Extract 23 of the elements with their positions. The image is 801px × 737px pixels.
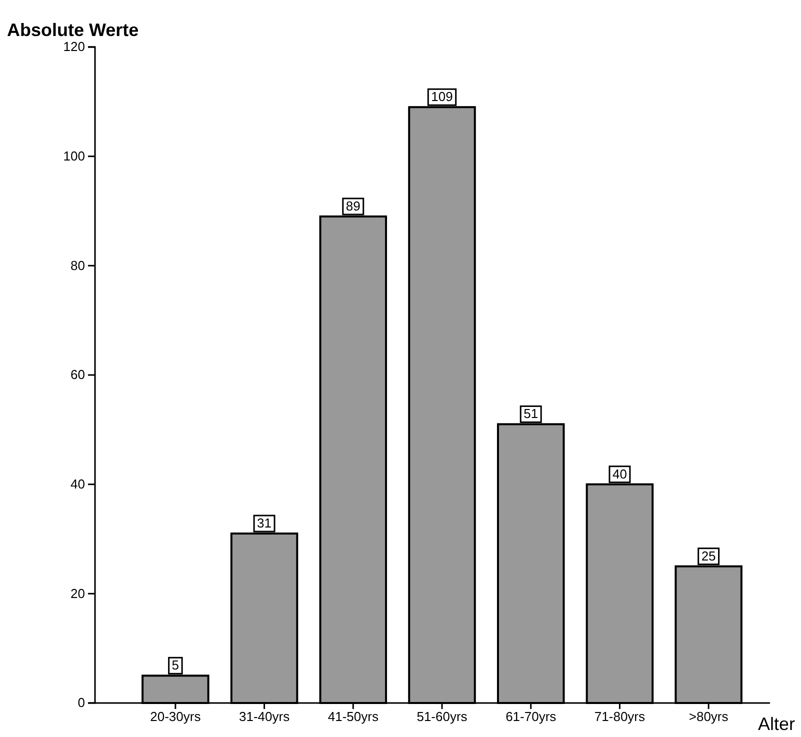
y-tick-label: 100 <box>63 148 85 164</box>
data-label: 31 <box>257 516 272 531</box>
y-tick-label: 40 <box>70 476 85 492</box>
x-tick-label: 20-30yrs <box>150 709 202 724</box>
y-tick-label: 120 <box>63 39 85 54</box>
data-label: 51 <box>524 406 538 422</box>
x-tick-label: 51-60yrs <box>416 709 468 724</box>
x-axis-title: Alter <box>758 714 795 734</box>
y-tick-label: 0 <box>78 695 85 710</box>
y-tick-label: 20 <box>70 586 85 601</box>
x-tick-label: 71-80yrs <box>594 709 646 724</box>
x-tick-label: 31-40yrs <box>238 709 290 724</box>
data-label: 5 <box>172 658 180 673</box>
x-tick-label: 41-50yrs <box>328 709 379 724</box>
x-tick-label: >80yrs <box>688 709 729 724</box>
y-tick-label: 60 <box>70 367 85 382</box>
data-label: 109 <box>431 89 453 104</box>
data-label: 40 <box>612 466 627 482</box>
data-label: 89 <box>346 198 360 214</box>
y-tick-label: 80 <box>70 258 85 273</box>
data-label: 25 <box>701 548 716 564</box>
y-axis-title: Absolute Werte <box>7 20 139 40</box>
x-tick-label: 61-70yrs <box>506 709 557 724</box>
